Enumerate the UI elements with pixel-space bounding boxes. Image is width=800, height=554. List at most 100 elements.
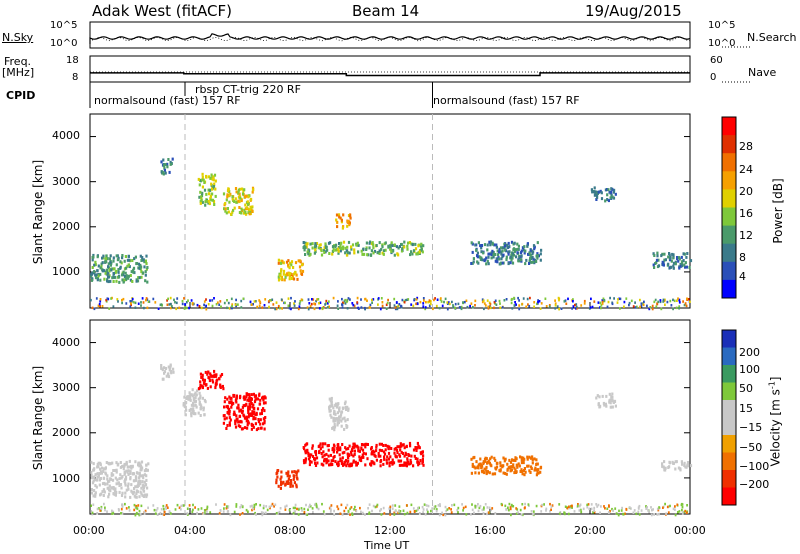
- power-heatmap-cell: [116, 298, 119, 301]
- velocity-colorbar-swatch: [722, 330, 736, 348]
- power-heatmap-cell: [99, 298, 102, 301]
- power-heatmap-cell: [557, 296, 560, 300]
- power-heatmap-cell: [536, 256, 539, 260]
- velocity-heatmap-cell: [387, 457, 390, 461]
- velocity-heatmap-cell: [228, 395, 231, 399]
- power-heatmap-cell: [201, 175, 204, 179]
- power-heatmap-cell: [489, 240, 493, 244]
- velocity-heatmap-cell: [332, 448, 335, 452]
- velocity-heatmap-cell: [403, 463, 406, 467]
- power-heatmap-cell: [287, 297, 290, 300]
- velocity-heatmap-cell: [125, 507, 128, 510]
- velocity-heatmap-cell: [101, 466, 104, 470]
- power-heatmap-cell: [240, 211, 243, 215]
- power-heatmap-cell: [307, 252, 310, 256]
- power-heatmap-cell: [390, 249, 393, 253]
- power-heatmap-cell: [483, 243, 487, 247]
- freq-tick-high: 18: [66, 55, 79, 66]
- power-heatmap-cell: [170, 302, 172, 306]
- velocity-cb-tick-200: 200: [739, 346, 760, 359]
- power-heatmap-cell: [135, 279, 138, 283]
- velocity-heatmap-cell: [169, 364, 172, 368]
- power-heatmap-cell: [337, 300, 339, 303]
- velocity-heatmap-cell: [351, 449, 354, 453]
- velocity-heatmap-cell: [523, 469, 526, 472]
- velocity-heatmap-cell: [104, 467, 107, 471]
- power-cb-tick-28: 28: [739, 140, 753, 153]
- velocity-heatmap-cell: [251, 508, 253, 512]
- velocity-heatmap-cell: [170, 369, 173, 373]
- velocity-heatmap-cell: [330, 459, 333, 463]
- velocity-heatmap-cell: [127, 487, 130, 491]
- velocity-heatmap-cell: [248, 399, 251, 402]
- power-heatmap-cell: [474, 299, 477, 303]
- power-heatmap-cell: [163, 168, 166, 172]
- power-heatmap-cell: [308, 253, 311, 257]
- velocity-heatmap-cell: [98, 478, 101, 482]
- velocity-heatmap-cell: [108, 462, 111, 466]
- velocity-heatmap-cell: [370, 450, 374, 454]
- power-heatmap-cell: [146, 280, 149, 284]
- velocity-heatmap-cell: [159, 511, 162, 515]
- power-heatmap-cell: [224, 207, 227, 211]
- power-heatmap-cell: [501, 249, 504, 253]
- power-heatmap-cell: [144, 270, 147, 274]
- power-heatmap-cell: [105, 257, 108, 261]
- power-heatmap-cell: [545, 305, 548, 308]
- power-heatmap-cell: [124, 255, 127, 258]
- velocity-heatmap-cell: [540, 510, 543, 513]
- power-heatmap-cell: [662, 263, 665, 267]
- velocity-heatmap-cell: [510, 468, 513, 472]
- velocity-heatmap-cell: [254, 394, 258, 398]
- velocity-heatmap-cell: [90, 470, 93, 474]
- velocity-heatmap-cell: [192, 396, 195, 400]
- power-heatmap-cell: [139, 254, 142, 258]
- velocity-heatmap-cell: [457, 506, 460, 510]
- power-heatmap-cell: [105, 298, 108, 302]
- power-heatmap-cell: [325, 299, 328, 303]
- power-heatmap-cell: [684, 265, 687, 269]
- power-heatmap-cell: [169, 160, 172, 164]
- velocity-heatmap-cell: [247, 411, 250, 415]
- velocity-heatmap-cell: [239, 425, 242, 429]
- power-heatmap-cell: [237, 195, 240, 199]
- power-heatmap-cell: [134, 301, 137, 305]
- power-heatmap-cell: [486, 248, 489, 252]
- velocity-heatmap-cell: [194, 506, 196, 509]
- velocity-heatmap-cell: [409, 444, 412, 448]
- power-heatmap-cell: [583, 299, 586, 303]
- velocity-heatmap-cell: [176, 503, 179, 507]
- velocity-heatmap-cell: [504, 457, 507, 461]
- velocity-heatmap-cell: [314, 503, 316, 506]
- power-heatmap-cell: [386, 301, 389, 305]
- power-heatmap-cell: [642, 303, 645, 307]
- power-heatmap-cell: [417, 244, 420, 248]
- velocity-heatmap-cell: [479, 504, 482, 508]
- velocity-heatmap-cell: [209, 511, 212, 514]
- power-heatmap-cell: [168, 303, 171, 306]
- power-heatmap-cell: [536, 241, 539, 245]
- velocity-heatmap-cell: [485, 465, 488, 469]
- velocity-heatmap-cell: [114, 476, 117, 480]
- power-heatmap-cell: [341, 303, 344, 307]
- velocity-heatmap-cell: [238, 414, 241, 418]
- power-heatmap-cell: [280, 298, 283, 301]
- power-heatmap-cell: [284, 301, 286, 305]
- velocity-heatmap-cell: [243, 397, 246, 401]
- velocity-heatmap-cell: [238, 420, 241, 424]
- velocity-heatmap-cell: [394, 510, 397, 513]
- power-heatmap-cell: [305, 243, 308, 247]
- velocity-heatmap-cell: [192, 410, 195, 413]
- power-heatmap-cell: [498, 247, 501, 251]
- velocity-heatmap-cell: [390, 461, 393, 464]
- velocity-heatmap-cell: [135, 492, 138, 496]
- velocity-heatmap-cell: [184, 413, 187, 417]
- power-heatmap-cell: [208, 188, 211, 192]
- power-heatmap-cell: [250, 303, 253, 306]
- power-heatmap-cell: [537, 299, 539, 302]
- power-heatmap-cell: [419, 300, 422, 304]
- power-heatmap-cell: [147, 300, 150, 303]
- velocity-heatmap-cell: [152, 504, 155, 507]
- velocity-heatmap-cell: [475, 505, 478, 508]
- velocity-heatmap-cell: [214, 383, 217, 387]
